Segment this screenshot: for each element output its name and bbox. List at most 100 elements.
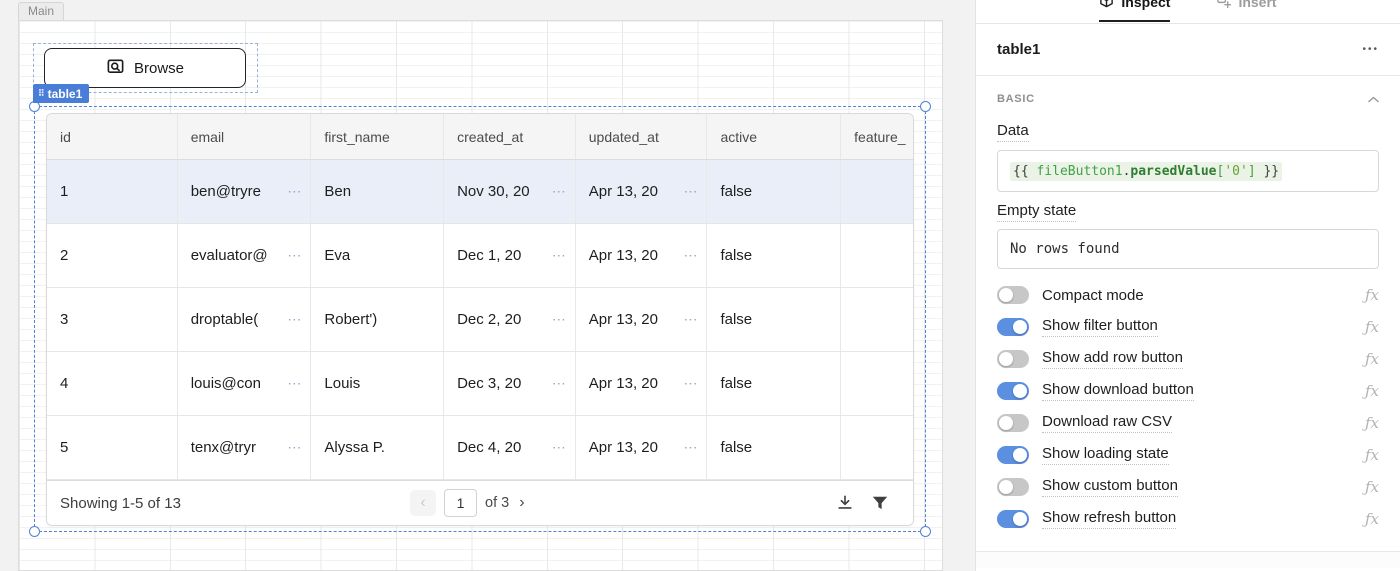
cell-active: false [720,183,753,200]
cell-active: false [720,439,753,456]
component-tag-label: table1 [47,86,83,101]
table-row[interactable]: 2 evaluator@ ⋯ Eva Dec 1, 20 ⋯ Apr 13, 20 ⋯… [47,224,913,288]
cell-updated-at: Apr 13, 20 [588,183,658,200]
drag-handle-icon[interactable]: ⠿ [38,88,45,98]
insert-plus-icon [1216,0,1232,11]
fx-button[interactable]: ƒx [1364,286,1379,304]
next-page-button[interactable]: › [519,494,525,511]
cell-expand-icon[interactable]: ⋯ [287,247,303,263]
cell-expand-icon[interactable]: ⋯ [551,439,567,455]
table-row[interactable]: 1 ben@tryre ⋯ Ben Nov 30, 20 ⋯ Apr 13, 20 ⋯… [47,160,913,224]
section-basic-label: BASIC [997,93,1035,105]
show-custom-button-toggle[interactable] [997,478,1029,496]
canvas-panel-gutter [958,0,976,571]
cell-created-at: Dec 4, 20 [457,439,522,456]
cell-first-name: Alyssa P. [324,439,385,456]
column-header-email[interactable]: email [178,114,312,159]
column-header-created-at[interactable]: created_at [444,114,576,159]
compact-mode-toggle[interactable] [997,286,1029,304]
toggle-row-show-download-button: Show download button ƒx [976,375,1400,407]
cell-expand-icon[interactable]: ⋯ [551,247,567,263]
tab-insert[interactable]: Insert [1216,0,1277,22]
cell-expand-icon[interactable]: ⋯ [551,311,567,327]
cell-expand-icon[interactable]: ⋯ [287,439,303,455]
resize-handle-top-right[interactable] [920,101,931,112]
column-header-feature[interactable]: feature_ [854,128,906,145]
data-field-label: Data [997,122,1029,142]
cell-expand-icon[interactable]: ⋯ [683,439,699,455]
cell-expand-icon[interactable]: ⋯ [287,375,303,391]
fx-button[interactable]: ƒx [1364,318,1379,336]
table-row[interactable]: 5 tenx@tryr ⋯ Alyssa P. Dec 4, 20 ⋯ Apr 13… [47,416,913,480]
download-icon[interactable] [836,494,854,512]
file-search-icon [106,57,125,80]
cell-id: 3 [60,311,69,328]
show-filter-button-toggle[interactable] [997,318,1029,336]
table-row[interactable]: 3 droptable(⋯ Robert') Dec 2, 20 ⋯ Apr 13… [47,288,913,352]
data-expression-value: {{ fileButton1.parsedValue['0'] }} [1010,161,1283,181]
cell-id: 5 [60,439,69,456]
toggle-list: Compact mode ƒx Show filter button ƒx Sh… [976,279,1400,535]
page-count-text: of 3 [485,495,510,511]
column-header-active[interactable]: active [707,114,842,159]
cell-updated-at: Apr 13, 20 [588,375,658,392]
inspector-panel: Inspect Insert table1 ••• BASIC Data {{ … [976,0,1400,571]
cell-created-at: Dec 3, 20 [457,375,522,392]
download-raw-csv-toggle[interactable] [997,414,1029,432]
column-header-id[interactable]: id [47,114,178,159]
toggle-label: Show download button [1042,381,1194,401]
cube-icon [1099,0,1114,11]
show-refresh-button-toggle[interactable] [997,510,1029,528]
fx-button[interactable]: ƒx [1364,414,1379,432]
table-footer: Showing 1-5 of 13 ‹ 1 of 3 › [47,480,913,525]
fx-button[interactable]: ƒx [1364,510,1379,528]
filter-icon[interactable] [871,494,889,512]
browse-file-button[interactable]: Browse [44,48,246,88]
data-expression-input[interactable]: {{ fileButton1.parsedValue['0'] }} [997,150,1379,192]
section-basic[interactable]: BASIC [976,76,1400,112]
cell-email: evaluator@ [190,247,268,264]
cell-id: 2 [60,247,69,264]
cell-expand-icon[interactable]: ⋯ [551,375,567,391]
resize-handle-bottom-left[interactable] [29,526,40,537]
cell-expand-icon[interactable]: ⋯ [287,311,303,327]
toggle-row-download-raw-csv: Download raw CSV ƒx [976,407,1400,439]
cell-expand-icon[interactable]: ⋯ [683,311,699,327]
fx-button[interactable]: ƒx [1364,350,1379,368]
collapse-chevron-icon[interactable] [1368,90,1379,108]
cell-expand-icon[interactable]: ⋯ [683,247,699,263]
fx-button[interactable]: ƒx [1364,478,1379,496]
resize-handle-bottom-right[interactable] [920,526,931,537]
app-canvas[interactable]: Browse ⠿ table1 id email first_name crea… [18,20,943,571]
show-add-row-button-toggle[interactable] [997,350,1029,368]
cell-expand-icon[interactable]: ⋯ [287,183,303,199]
toggle-row-show-filter-button: Show filter button ƒx [976,311,1400,343]
page-number-input[interactable]: 1 [444,489,477,517]
cell-expand-icon[interactable]: ⋯ [551,183,567,199]
toggle-label: Show custom button [1042,477,1178,497]
component-tag-table1[interactable]: ⠿ table1 [33,84,90,103]
cell-email: droptable( [190,311,259,328]
cell-active: false [720,375,753,392]
previous-page-button[interactable]: ‹ [410,490,436,516]
page-tab-main[interactable]: Main [18,2,65,20]
fx-button[interactable]: ƒx [1364,446,1379,464]
tab-inspect[interactable]: Inspect [1099,0,1171,22]
table-row[interactable]: 4 louis@con ⋯ Louis Dec 3, 20 ⋯ Apr 13, 20… [47,352,913,416]
cell-created-at: Nov 30, 20 [457,183,530,200]
show-download-button-toggle[interactable] [997,382,1029,400]
empty-state-value: No rows found [1010,241,1120,257]
fx-button[interactable]: ƒx [1364,382,1379,400]
toggle-row-show-refresh-button: Show refresh button ƒx [976,503,1400,535]
show-loading-state-toggle[interactable] [997,446,1029,464]
toggle-row-show-loading-state: Show loading state ƒx [976,439,1400,471]
cell-expand-icon[interactable]: ⋯ [683,375,699,391]
overflow-menu-icon[interactable]: ••• [1362,44,1379,55]
column-header-first-name[interactable]: first_name [311,114,445,159]
column-header-updated-at[interactable]: updated_at [576,114,708,159]
cell-expand-icon[interactable]: ⋯ [683,183,699,199]
showing-range-text: Showing 1-5 of 13 [60,494,181,512]
cell-email: ben@tryre [190,183,261,200]
panel-divider [976,551,1400,552]
empty-state-input[interactable]: No rows found [997,229,1379,269]
